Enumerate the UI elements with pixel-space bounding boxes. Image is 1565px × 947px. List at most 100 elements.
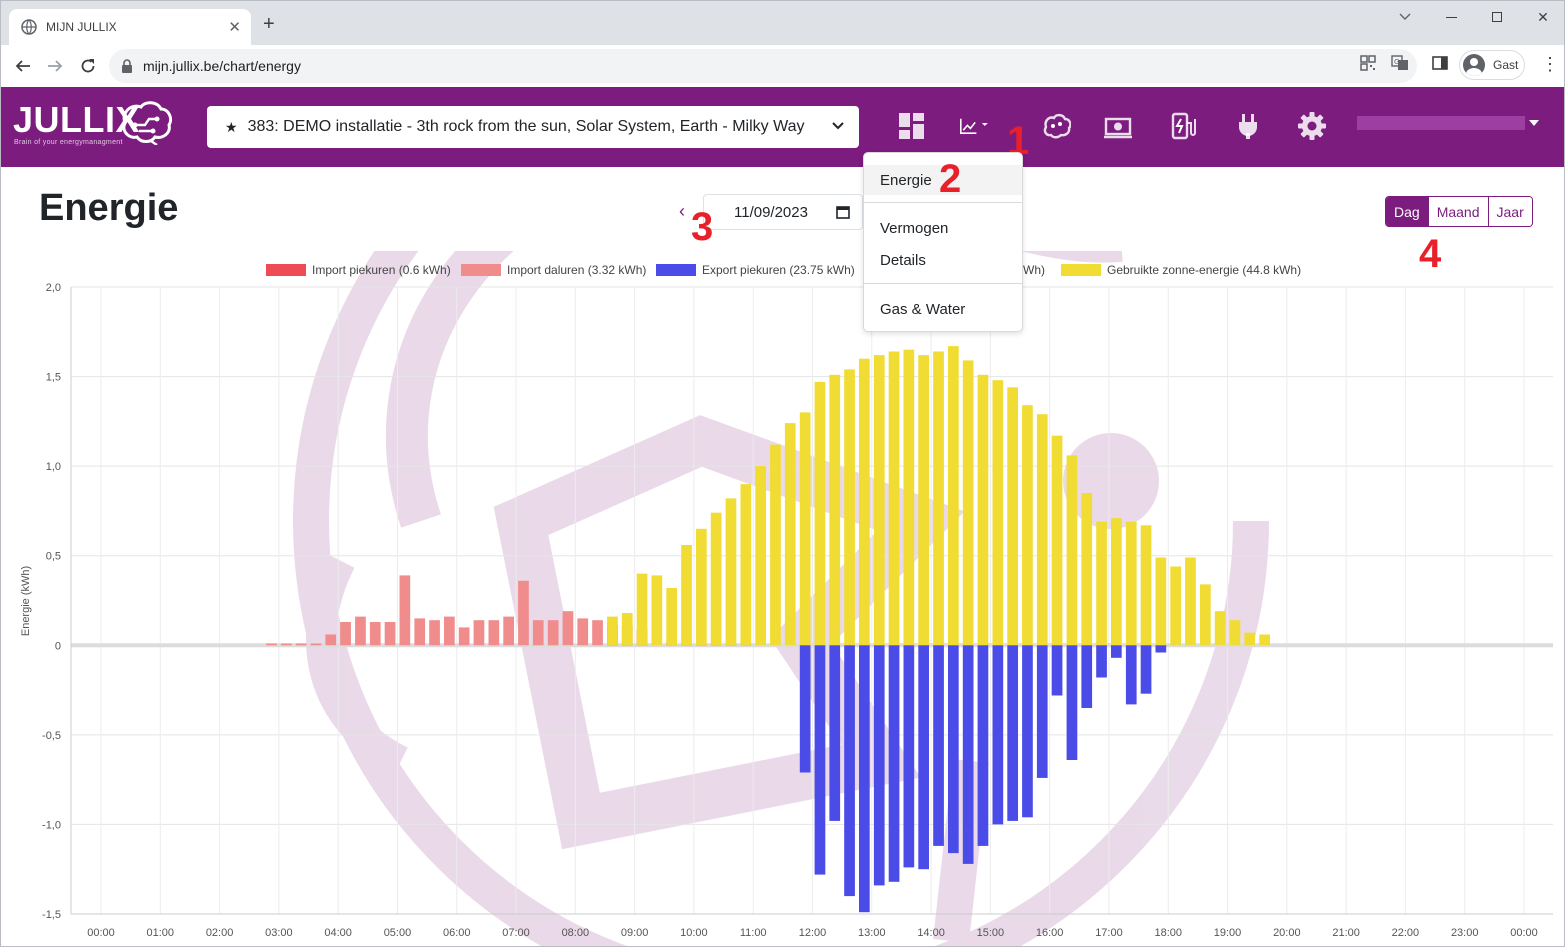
brand-logo[interactable]: JULLIX Brain of your energymanagment (13, 99, 183, 149)
legend-item[interactable]: Gebruikte zonne-energie (44.8 kWh) (1061, 263, 1301, 277)
chart-bar[interactable] (1066, 455, 1078, 646)
chart-bar[interactable] (1200, 584, 1211, 646)
chart-bar[interactable] (1170, 566, 1181, 646)
chart-bar[interactable] (903, 349, 915, 646)
translate-icon[interactable]: G (1391, 54, 1409, 72)
caret-down-icon[interactable] (1529, 120, 1539, 126)
chevron-down-icon[interactable] (1385, 9, 1425, 25)
chart-bar[interactable] (710, 512, 722, 646)
chart-bar[interactable] (1096, 521, 1107, 646)
chart-bar[interactable] (799, 645, 811, 773)
installation-select[interactable]: ★ 383: DEMO installatie - 3th rock from … (207, 106, 859, 148)
chevron-left-icon[interactable]: ‹ (679, 201, 685, 221)
chart-bar[interactable] (799, 412, 811, 646)
chart-bar[interactable] (281, 643, 292, 646)
chart-bar[interactable] (547, 620, 559, 646)
chart-bar[interactable] (1140, 525, 1152, 646)
chart-bar[interactable] (429, 620, 440, 646)
chart-bar[interactable] (562, 611, 574, 646)
chart-bar[interactable] (1007, 645, 1018, 821)
chart-bar[interactable] (844, 369, 855, 646)
chart-bar[interactable] (740, 484, 752, 646)
brain-menu-icon[interactable] (1041, 111, 1071, 141)
chart-bar[interactable] (266, 643, 277, 646)
chart-bar[interactable] (577, 618, 589, 646)
legend-item[interactable]: Import daluren (3.32 kWh) (461, 263, 646, 277)
chart-bar[interactable] (325, 634, 337, 646)
chart-bar[interactable] (384, 622, 396, 646)
chart-bar[interactable] (414, 618, 426, 646)
chart-bar[interactable] (1022, 405, 1033, 646)
chart-bar[interactable] (888, 645, 900, 882)
chart-bar[interactable] (1051, 435, 1063, 646)
chart-bar[interactable] (1036, 645, 1048, 778)
chart-bar[interactable] (458, 627, 470, 646)
chart-bar[interactable] (933, 645, 944, 846)
chart-bar[interactable] (873, 645, 885, 886)
chart-bar[interactable] (488, 620, 500, 646)
chart-bar[interactable] (992, 380, 1004, 646)
chart-bar[interactable] (962, 645, 974, 864)
chart-bar[interactable] (399, 575, 411, 646)
qr-code-icon[interactable] (1359, 54, 1377, 72)
chart-bar[interactable] (666, 588, 677, 646)
chart-bar[interactable] (829, 645, 841, 821)
chart-bar[interactable] (948, 645, 959, 854)
gear-icon[interactable] (1297, 111, 1327, 141)
chart-bar[interactable] (444, 616, 455, 646)
plug-icon[interactable] (1233, 111, 1263, 141)
chart-bar[interactable] (859, 358, 870, 646)
chart-bar[interactable] (1229, 620, 1241, 646)
period-day-button[interactable]: Dag (1386, 197, 1428, 226)
chart-bar[interactable] (369, 622, 381, 646)
legend-item[interactable]: kWh) (1017, 263, 1045, 277)
chart-bar[interactable] (873, 355, 885, 646)
chart-legend[interactable]: Import piekuren (0.6 kWh) Import daluren … (266, 263, 1301, 277)
chart-bar[interactable] (1140, 645, 1152, 694)
chart-bar[interactable] (1051, 645, 1063, 696)
chart-line-icon[interactable] (959, 111, 989, 141)
chart-bar[interactable] (962, 360, 974, 646)
chart-bar[interactable] (933, 351, 944, 646)
money-icon[interactable] (1103, 111, 1133, 141)
chart-bar[interactable] (607, 616, 618, 646)
chart-bar[interactable] (1096, 645, 1107, 678)
menu-item-gas-water[interactable]: Gas & Water (880, 300, 966, 318)
chart-bar[interactable] (503, 616, 514, 646)
menu-item-vermogen[interactable]: Vermogen (880, 219, 949, 237)
chart-bar[interactable] (532, 620, 544, 646)
chart-bar[interactable] (1214, 611, 1226, 646)
chart-bar[interactable] (814, 381, 826, 646)
chart-bar[interactable] (1036, 414, 1048, 646)
legend-item[interactable]: Export piekuren (23.75 kWh) (656, 263, 855, 277)
chart-bar[interactable] (1155, 557, 1167, 646)
new-tab-icon[interactable]: + (263, 13, 275, 35)
chart-bar[interactable] (1155, 645, 1167, 653)
chart-bar[interactable] (651, 575, 663, 646)
maximize-icon[interactable] (1477, 9, 1517, 25)
chart-bar[interactable] (1022, 645, 1033, 818)
chart-bar[interactable] (310, 643, 322, 646)
menu-item-details[interactable]: Details (880, 251, 926, 269)
chart-bar[interactable] (355, 616, 366, 646)
address-bar[interactable]: mijn.jullix.be/chart/energy (109, 49, 1417, 83)
chart-bar[interactable] (1066, 645, 1078, 760)
chart-bar[interactable] (814, 645, 826, 875)
chart-bar[interactable] (948, 346, 959, 646)
chart-bar[interactable] (636, 573, 648, 646)
chart-bar[interactable] (1111, 645, 1122, 658)
chart-bar[interactable] (1125, 521, 1137, 646)
chart-bar[interactable] (918, 355, 929, 646)
close-window-icon[interactable]: ✕ (1537, 8, 1549, 25)
back-icon[interactable] (11, 54, 35, 78)
chart-bar[interactable] (1125, 645, 1137, 705)
chart-bar[interactable] (725, 498, 737, 646)
chart-bar[interactable] (295, 643, 307, 646)
chart-bar[interactable] (473, 620, 485, 646)
chart-bar[interactable] (770, 444, 781, 646)
chart-bar[interactable] (592, 620, 603, 646)
chart-bar[interactable] (888, 351, 900, 646)
chart-bar[interactable] (844, 645, 855, 897)
chart-bar[interactable] (903, 645, 915, 868)
chart-bar[interactable] (859, 645, 870, 913)
